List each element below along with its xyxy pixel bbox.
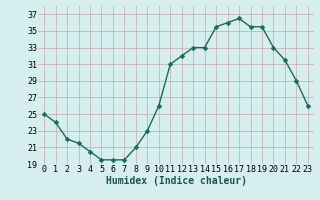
X-axis label: Humidex (Indice chaleur): Humidex (Indice chaleur)	[106, 176, 246, 186]
